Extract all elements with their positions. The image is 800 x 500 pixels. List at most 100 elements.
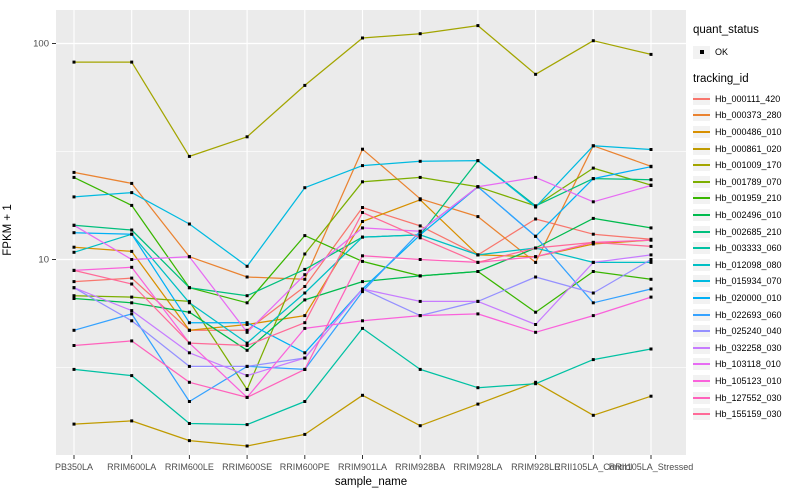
data-point xyxy=(476,270,480,273)
legend-label: Hb_105123_010 xyxy=(715,375,782,386)
data-point xyxy=(245,388,249,391)
legend-line-icon xyxy=(693,379,710,382)
data-point xyxy=(361,254,364,258)
legend-entry-Hb_022693_060: Hb_022693_060 xyxy=(693,306,799,323)
legend-key-swatch xyxy=(693,341,710,354)
data-point xyxy=(245,275,249,279)
legend-entry-Hb_015934_070: Hb_015934_070 xyxy=(693,273,799,290)
data-point xyxy=(418,367,422,371)
data-point xyxy=(418,258,422,261)
legend-label: Hb_155159_030 xyxy=(715,409,782,420)
data-point xyxy=(418,299,422,303)
legend-label: Hb_103118_010 xyxy=(715,359,781,370)
data-point xyxy=(72,328,76,332)
x-tick-label: RRIM928LE xyxy=(511,462,560,472)
legend-key-swatch xyxy=(693,408,710,421)
data-point xyxy=(130,309,134,313)
data-point xyxy=(303,400,307,403)
data-point xyxy=(591,358,595,362)
x-tick-label: RRIM901LA xyxy=(338,462,387,472)
data-point xyxy=(245,264,249,268)
data-point xyxy=(534,275,538,279)
data-point xyxy=(303,321,307,325)
legend-entry-ok: OK xyxy=(693,44,799,61)
data-point xyxy=(649,394,653,398)
data-point xyxy=(361,206,364,209)
legend-key-swatch xyxy=(693,325,710,338)
legend-line-icon xyxy=(693,131,710,134)
data-point xyxy=(361,259,364,263)
data-point xyxy=(303,234,307,238)
legend-entry-Hb_127552_030: Hb_127552_030 xyxy=(693,389,799,406)
data-point xyxy=(361,164,364,168)
data-point xyxy=(130,301,134,305)
data-point xyxy=(361,319,364,323)
data-point xyxy=(245,341,249,345)
data-point xyxy=(303,432,307,436)
legend-line-icon xyxy=(693,313,710,316)
data-point xyxy=(361,211,364,214)
legend-key-swatch xyxy=(693,374,710,387)
data-point xyxy=(361,180,364,184)
data-point xyxy=(534,246,538,250)
data-point xyxy=(303,291,307,295)
data-point xyxy=(361,226,364,230)
legend-label: Hb_022693_060 xyxy=(715,309,782,320)
data-point xyxy=(534,382,538,386)
legend-title-quant-status: quant_status xyxy=(693,24,759,36)
data-point xyxy=(361,393,364,397)
x-tick-label: RRIM600SE xyxy=(222,462,272,472)
data-point xyxy=(591,242,595,246)
legend-key-swatch xyxy=(693,159,710,172)
legend-label: Hb_020000_010 xyxy=(715,293,782,304)
data-point xyxy=(245,323,249,326)
data-point xyxy=(591,216,595,220)
data-point xyxy=(418,32,422,36)
legend-line-icon xyxy=(693,147,710,150)
data-point xyxy=(130,295,134,299)
data-point xyxy=(591,260,595,264)
legend-entry-Hb_012098_080: Hb_012098_080 xyxy=(693,257,799,274)
data-point xyxy=(361,220,364,223)
legend-line-icon xyxy=(693,114,710,117)
legend-entry-Hb_020000_010: Hb_020000_010 xyxy=(693,290,799,307)
data-point xyxy=(361,147,364,151)
x-tick-label: RRIM600PE xyxy=(280,462,330,472)
data-point xyxy=(649,178,653,182)
legend-line-icon xyxy=(693,280,710,283)
data-point xyxy=(476,185,480,189)
data-point xyxy=(303,314,307,318)
data-point xyxy=(130,319,134,323)
data-point xyxy=(187,380,191,384)
data-point xyxy=(130,228,134,232)
data-point xyxy=(245,294,249,298)
data-point xyxy=(72,422,76,426)
data-point xyxy=(303,285,307,288)
data-point xyxy=(245,330,249,334)
data-point xyxy=(534,323,538,326)
data-point xyxy=(130,181,134,185)
legend-label: Hb_000373_280 xyxy=(715,110,782,121)
data-point xyxy=(245,301,249,305)
legend-entry-Hb_105123_010: Hb_105123_010 xyxy=(693,373,799,390)
legend-line-icon xyxy=(693,363,710,366)
data-point xyxy=(187,222,191,226)
data-point xyxy=(187,328,191,332)
legend-label: Hb_001789_070 xyxy=(715,176,782,187)
data-point xyxy=(649,253,653,257)
data-point xyxy=(245,444,249,448)
legend-label-ok: OK xyxy=(715,47,729,58)
data-point xyxy=(361,235,364,239)
legend-entry-Hb_032258_030: Hb_032258_030 xyxy=(693,340,799,357)
data-point xyxy=(476,24,480,28)
legend-key-swatch xyxy=(693,109,710,122)
data-point xyxy=(649,238,653,242)
data-point xyxy=(361,326,364,330)
x-tick-label: RRII105LA_Control xyxy=(554,462,632,472)
legend-label: Hb_012098_080 xyxy=(715,259,782,270)
data-point xyxy=(303,351,307,355)
x-tick-label: RRIM928LA xyxy=(453,462,502,472)
x-tick-label: RRIM600LE xyxy=(165,462,214,472)
data-point xyxy=(591,200,595,204)
